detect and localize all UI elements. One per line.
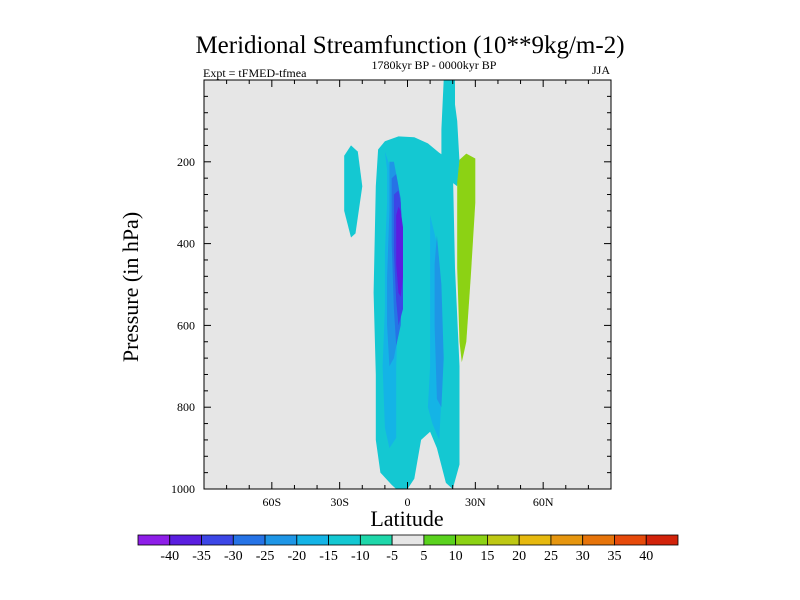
colorbar-swatch [391,534,425,546]
x-tick-label: 60N [533,495,554,509]
contour-region-band-20-east [434,235,444,408]
plot-frame [203,79,612,490]
chart-title: Meridional Streamfunction (10**9kg/m-2) [195,32,624,59]
colorbar-swatch [232,534,266,546]
colorbar-label: 25 [544,549,558,564]
x-tick-label: 0 [405,495,411,509]
colorbar-swatch [645,534,679,546]
colorbar-swatch [455,534,488,546]
colorbar-label: -25 [256,549,275,564]
colorbar-label: -15 [319,549,338,564]
colorbar-swatch [137,534,171,546]
colorbar-swatch [169,534,202,546]
colorbar-swatch [359,534,393,546]
x-tick-labels: 60S 30S 0 30N 60N [262,495,553,509]
colorbar-swatch [296,534,329,546]
colorbar-label: -10 [351,549,370,564]
y-axis-title: Pressure (in hPa) [118,212,143,362]
y-tick-label: 400 [177,237,195,251]
y-tick-labels: 200 400 600 800 1000 [171,155,195,496]
contour-region-southern-cell [344,145,363,238]
colorbar-swatch [264,534,298,546]
x-tick-label: 30S [330,495,349,509]
colorbar-swatch [328,534,361,546]
contour-region-positive-cell [457,153,476,363]
colorbar-label: 35 [607,549,621,564]
colorbar-label: 40 [639,549,653,564]
colorbar-label: 15 [480,549,494,564]
x-axis-title: Latitude [370,506,443,531]
y-tick-label: 200 [177,155,195,169]
y-tick-label: 800 [177,400,195,414]
colorbar-swatch [582,534,615,546]
colorbar-label: -5 [386,549,398,564]
axis-ticks [204,80,611,489]
colorbar-label: -30 [224,549,243,564]
contour-region-core [396,206,403,297]
colorbar-swatch [201,534,234,546]
contour-regions [344,80,476,489]
experiment-label: Expt = tFMED-tfmea [203,66,307,80]
colorbar-label: 20 [512,549,526,564]
colorbar-swatch [550,534,584,546]
colorbar-swatch [518,534,552,546]
x-tick-label: 30N [465,495,486,509]
colorbar-labels: -40 -35 -30 -25 -20 -15 -10 -5 5 10 15 20 25 30 35 40 [160,549,653,564]
colorbar-label: -20 [287,549,306,564]
colorbar-swatch [487,534,520,546]
colorbar [137,534,679,546]
colorbar-label: 30 [576,549,590,564]
colorbar-label: -35 [192,549,211,564]
colorbar-swatch [614,534,647,546]
colorbar-label: 5 [420,549,427,564]
colorbar-label: 10 [449,549,463,564]
y-tick-label: 1000 [171,482,195,496]
colorbar-swatch [423,534,457,546]
colorbar-label: -40 [160,549,179,564]
time-range-label: 1780kyr BP - 0000kyr BP [372,58,497,72]
y-tick-label: 600 [177,318,195,332]
x-tick-label: 60S [262,495,281,509]
season-label: JJA [592,63,610,77]
